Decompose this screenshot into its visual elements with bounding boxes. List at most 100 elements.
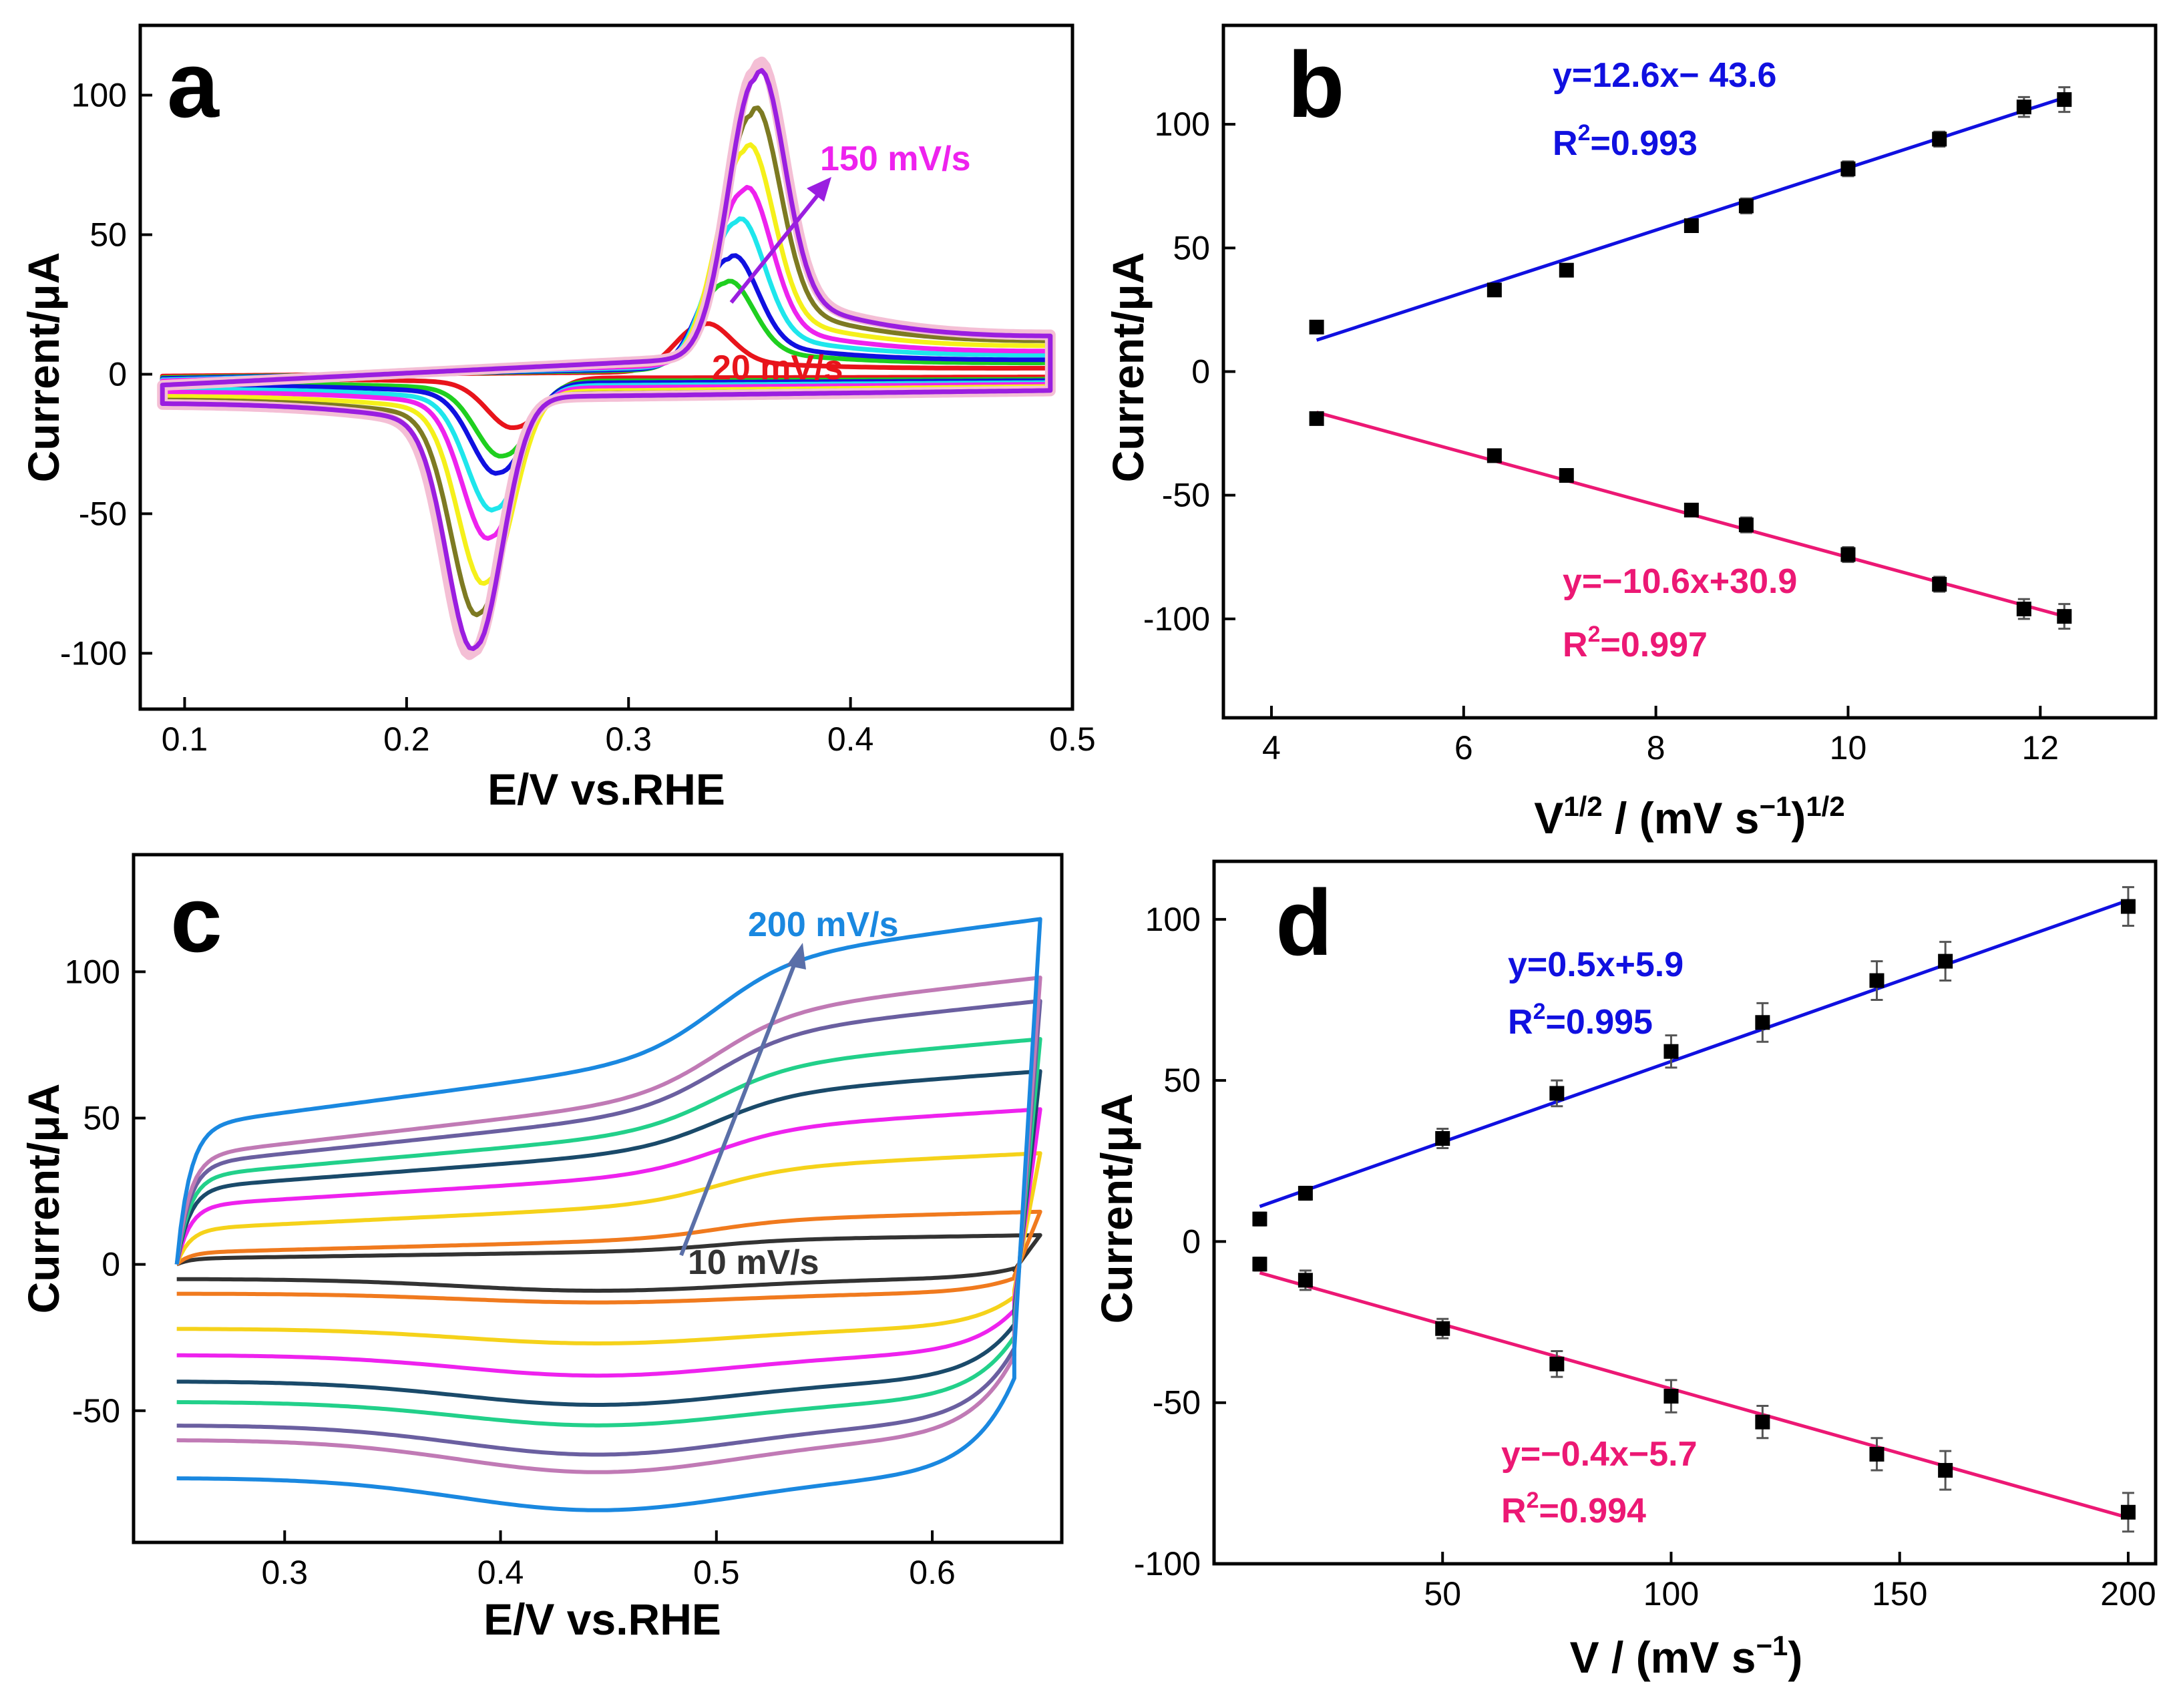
panel-a-xtick-label: 0.2 <box>383 720 430 758</box>
panel-b-anodic-point <box>1684 218 1699 233</box>
panel-c-ytick-label: 100 <box>65 953 120 990</box>
panel-c-arrow-head <box>787 943 806 970</box>
panel-d-xlabel: V / (mV s−1) <box>1570 1630 1803 1682</box>
panel-a-ytick-label: 0 <box>108 355 127 393</box>
panel-c-xtick-label: 0.6 <box>909 1554 956 1591</box>
panel-a-ylabel: Current/μA <box>19 252 68 483</box>
panel-b-ytick-label: -50 <box>1162 477 1210 514</box>
panel-d-anodic-point <box>1435 1131 1450 1146</box>
panel-d-ytick-label: 100 <box>1145 901 1201 938</box>
panel-a-arrow-head <box>807 177 831 202</box>
panel-d-anodic-fit-line <box>1259 899 2129 1209</box>
panel-b-xtick-label: 8 <box>1647 729 1665 767</box>
panel-d-cathodic-point <box>1869 1446 1885 1462</box>
panel-d-cathodic-point <box>1755 1414 1770 1430</box>
panel-c-low-scan-label: 10 mV/s <box>688 1243 819 1282</box>
panel-b-anodic-point <box>2016 99 2031 115</box>
panel-b-ytick-label: 0 <box>1191 353 1210 391</box>
panel-a-cv-140-mV-s <box>160 67 1053 651</box>
panel-c-high-scan-label: 200 mV/s <box>748 905 899 944</box>
panel-d-cathodic-point <box>2120 1504 2136 1520</box>
panel-d-cathodic-point <box>1549 1356 1565 1371</box>
panel-d-anodic-equation: y=0.5x+5.9 <box>1508 945 1684 984</box>
panel-a-xtick-label: 0.3 <box>605 720 652 758</box>
panel-a-ytick-label: -50 <box>79 495 127 532</box>
panel-d-anodic-point <box>1755 1015 1770 1030</box>
panel-d-anodic-point <box>1663 1044 1679 1059</box>
panel-b-cathodic-point <box>2016 602 2031 617</box>
panel-a-ytick-label: -100 <box>60 634 127 672</box>
panel-b-cathodic-point <box>1738 517 1754 533</box>
panel-a-xtick-label: 0.5 <box>1049 720 1096 758</box>
panel-b-anodic-point <box>1309 319 1324 335</box>
panel-c-xtick-label: 0.5 <box>693 1554 740 1591</box>
panel-c-xlabel: E/V vs.RHE <box>483 1594 721 1644</box>
panel-c-xtick-label: 0.3 <box>262 1554 309 1591</box>
panel-b-anodic-point <box>1738 198 1754 214</box>
panel-c-series-group <box>174 917 1042 1512</box>
panel-d-ticks: 50 100 150 200 -100 -50 0 50 100 <box>1134 901 2156 1613</box>
panel-c-chart: 0.3 0.4 0.5 0.6 -50 0 50 100 200 mV/s 10 mV/s c… <box>19 853 1064 1644</box>
panel-a-letter: a <box>167 32 220 137</box>
panel-c-cv-120-mV-s <box>174 1037 1042 1428</box>
panel-d-anodic-point <box>1252 1211 1267 1227</box>
panel-d-anodic-point <box>2120 899 2136 914</box>
panel-a-series-group <box>157 56 1056 660</box>
panel-b-ytick-label: 100 <box>1155 105 1210 143</box>
panel-a-xtick-label: 0.1 <box>162 720 208 758</box>
panel-d-cathodic-point <box>1298 1273 1313 1288</box>
panel-a-xtick-label: 0.4 <box>827 720 874 758</box>
panel-d-cathodic-point <box>1938 1463 1953 1478</box>
panel-b-anodic-point <box>1559 262 1574 278</box>
panel-a-low-scan-label: 20 mV/s <box>712 349 843 387</box>
panel-c-cv-10-mV-s <box>176 1233 1042 1293</box>
panel-d-cathodic-r2: R2=0.994 <box>1501 1488 1646 1530</box>
panel-d-anodic-point <box>1938 953 1953 969</box>
panel-d-ytick-label: -100 <box>1134 1545 1201 1582</box>
panel-d-ytick-label: 50 <box>1163 1062 1201 1099</box>
panel-b-cathodic-point <box>1684 502 1699 517</box>
panel-b-anodic-equation: y=12.6x− 43.6 <box>1553 56 1776 95</box>
panel-b-cathodic-point <box>1309 411 1324 426</box>
panel-b-xtick-label: 10 <box>1830 729 1867 767</box>
panel-a-ytick-label: 100 <box>71 76 127 114</box>
panel-d-cathodic-fit-line <box>1259 1271 2129 1520</box>
panel-b-anodic-point <box>1932 132 1947 147</box>
panel-b-series-group <box>1309 86 2072 630</box>
panel-a-xlabel: E/V vs.RHE <box>487 765 725 814</box>
panel-d-chart: 50 100 150 200 -100 -50 0 50 100 d y=0.5x+5.9 R2… <box>1092 859 2158 1682</box>
panel-d-anodic-point <box>1549 1086 1565 1101</box>
panel-c-ytick-label: 0 <box>102 1246 120 1283</box>
panel-d-cathodic-point <box>1252 1257 1267 1272</box>
panel-c-ytick-label: 50 <box>83 1099 120 1136</box>
panel-c-frame <box>132 853 1064 1544</box>
panel-c-cv-145-mV-s <box>174 999 1042 1457</box>
panel-d-ytick-label: -50 <box>1153 1384 1201 1422</box>
panel-d-anodic-point <box>1869 973 1885 988</box>
panel-b-cathodic-point <box>1932 577 1947 592</box>
panel-b-cathodic-r2: R2=0.997 <box>1563 622 1708 664</box>
panel-d-xtick-label: 200 <box>2100 1575 2156 1613</box>
panel-d-letter: d <box>1275 870 1333 975</box>
panel-b-chart: 4 6 8 10 12 -100 -50 0 50 100 b y=12.6x− 43.6 R2=… <box>1103 23 2158 843</box>
panel-d-series-group <box>1252 886 2136 1533</box>
panel-d-ytick-label: 0 <box>1182 1223 1201 1260</box>
panel-d-cathodic-point <box>1663 1389 1679 1404</box>
panel-a-ytick-label: 50 <box>89 216 127 253</box>
panel-b-xtick-label: 4 <box>1262 729 1281 767</box>
panel-b-cathodic-equation: y=−10.6x+30.9 <box>1563 562 1797 601</box>
panel-a-frame <box>138 23 1074 711</box>
panel-b-cathodic-point <box>2057 609 2072 624</box>
panel-a-chart: 0.1 0.2 0.3 0.4 0.5 -100 -50 0 50 100 150 mV/s 20… <box>19 23 1096 814</box>
panel-c-ylabel: Current/μA <box>19 1084 68 1314</box>
panel-b-ticks: 4 6 8 10 12 -100 -50 0 50 100 <box>1143 105 2059 767</box>
panel-b-anodic-point <box>2057 92 2072 108</box>
panel-c-letter: c <box>170 867 222 972</box>
panel-c-arrow <box>679 959 798 1257</box>
panel-d-ylabel: Current/μA <box>1092 1094 1141 1324</box>
panel-b-frame <box>1221 23 2158 720</box>
panel-b-xtick-label: 12 <box>2021 729 2059 767</box>
panel-c-xtick-label: 0.4 <box>477 1554 524 1591</box>
panel-b-cathodic-point <box>1559 468 1574 483</box>
